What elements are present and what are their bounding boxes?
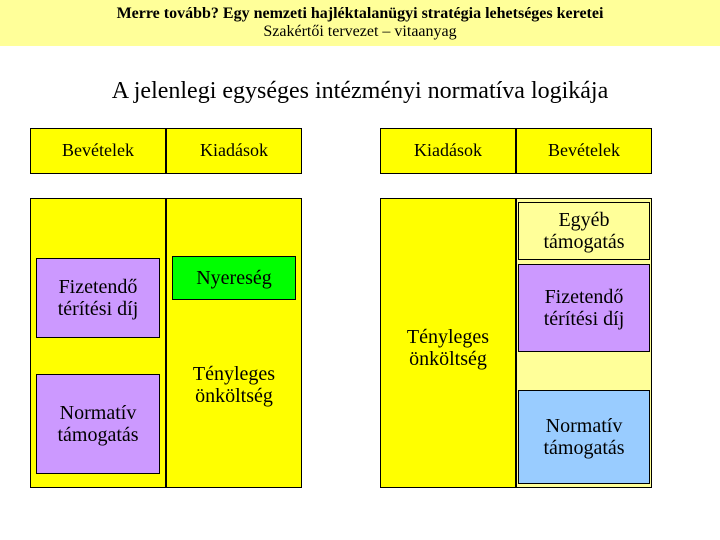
right-cost-box: Tényleges önköltség xyxy=(386,308,510,388)
right-fee-box: Fizetendő térítési díj xyxy=(518,264,650,352)
left-normativ-box: Normatív támogatás xyxy=(36,374,160,474)
left-normativ-label: Normatív támogatás xyxy=(41,402,155,446)
right-cost-label: Tényleges önköltség xyxy=(390,326,506,370)
right-other-label: Egyéb támogatás xyxy=(523,209,645,253)
header-title: Merre tovább? Egy nemzeti hajléktalanügy… xyxy=(117,5,604,23)
header-band: Merre tovább? Egy nemzeti hajléktalanügy… xyxy=(0,0,720,46)
right-col1-header-label: Kiadások xyxy=(414,141,482,161)
left-cost-label: Tényleges önköltség xyxy=(176,363,292,407)
right-col2-header: Bevételek xyxy=(516,128,652,174)
right-normativ-label: Normatív támogatás xyxy=(523,415,645,459)
left-col1-header: Bevételek xyxy=(30,128,166,174)
right-col2-header-label: Bevételek xyxy=(548,141,620,161)
right-normativ-box: Normatív támogatás xyxy=(518,390,650,484)
left-col2-header-label: Kiadások xyxy=(200,141,268,161)
left-col2-header: Kiadások xyxy=(166,128,302,174)
section-title: A jelenlegi egységes intézményi normatív… xyxy=(0,78,720,105)
right-other-box: Egyéb támogatás xyxy=(518,202,650,260)
left-cost-box: Tényleges önköltség xyxy=(172,340,296,430)
left-col1-header-label: Bevételek xyxy=(62,141,134,161)
header-subtitle: Szakértői tervezet – vitaanyag xyxy=(263,23,456,41)
left-fee-box: Fizetendő térítési díj xyxy=(36,258,160,338)
right-fee-label: Fizetendő térítési díj xyxy=(523,286,645,330)
right-col1-header: Kiadások xyxy=(380,128,516,174)
left-profit-label: Nyereség xyxy=(196,267,272,289)
left-profit-box: Nyereség xyxy=(172,256,296,300)
left-fee-label: Fizetendő térítési díj xyxy=(41,276,155,320)
